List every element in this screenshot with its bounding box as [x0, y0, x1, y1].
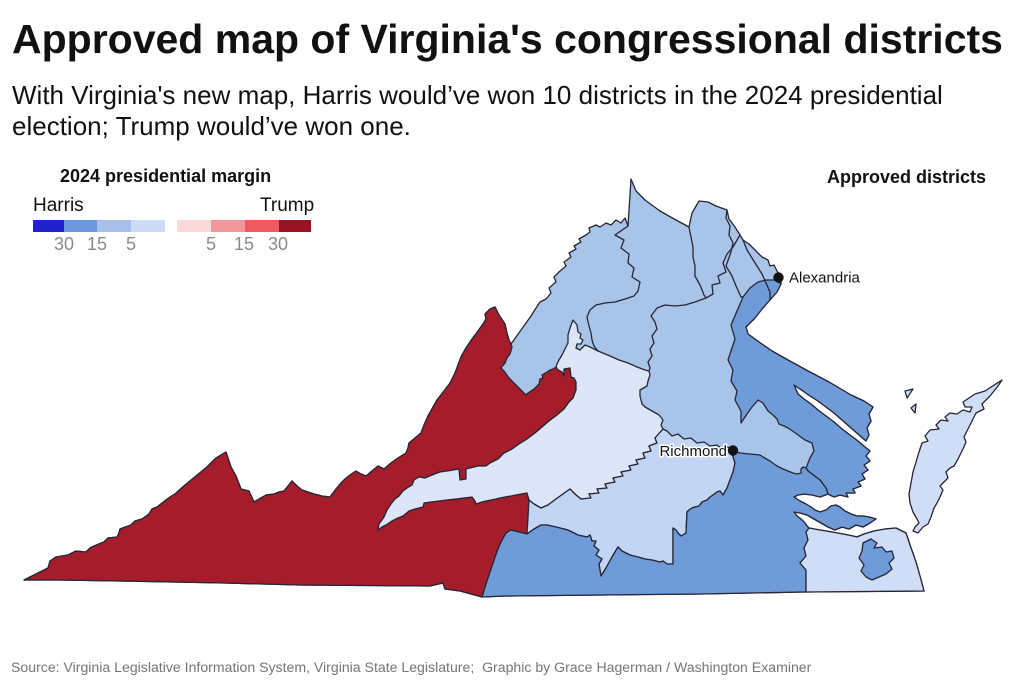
svg-text:Richmond: Richmond	[659, 443, 727, 460]
svg-text:Alexandria: Alexandria	[789, 270, 861, 287]
